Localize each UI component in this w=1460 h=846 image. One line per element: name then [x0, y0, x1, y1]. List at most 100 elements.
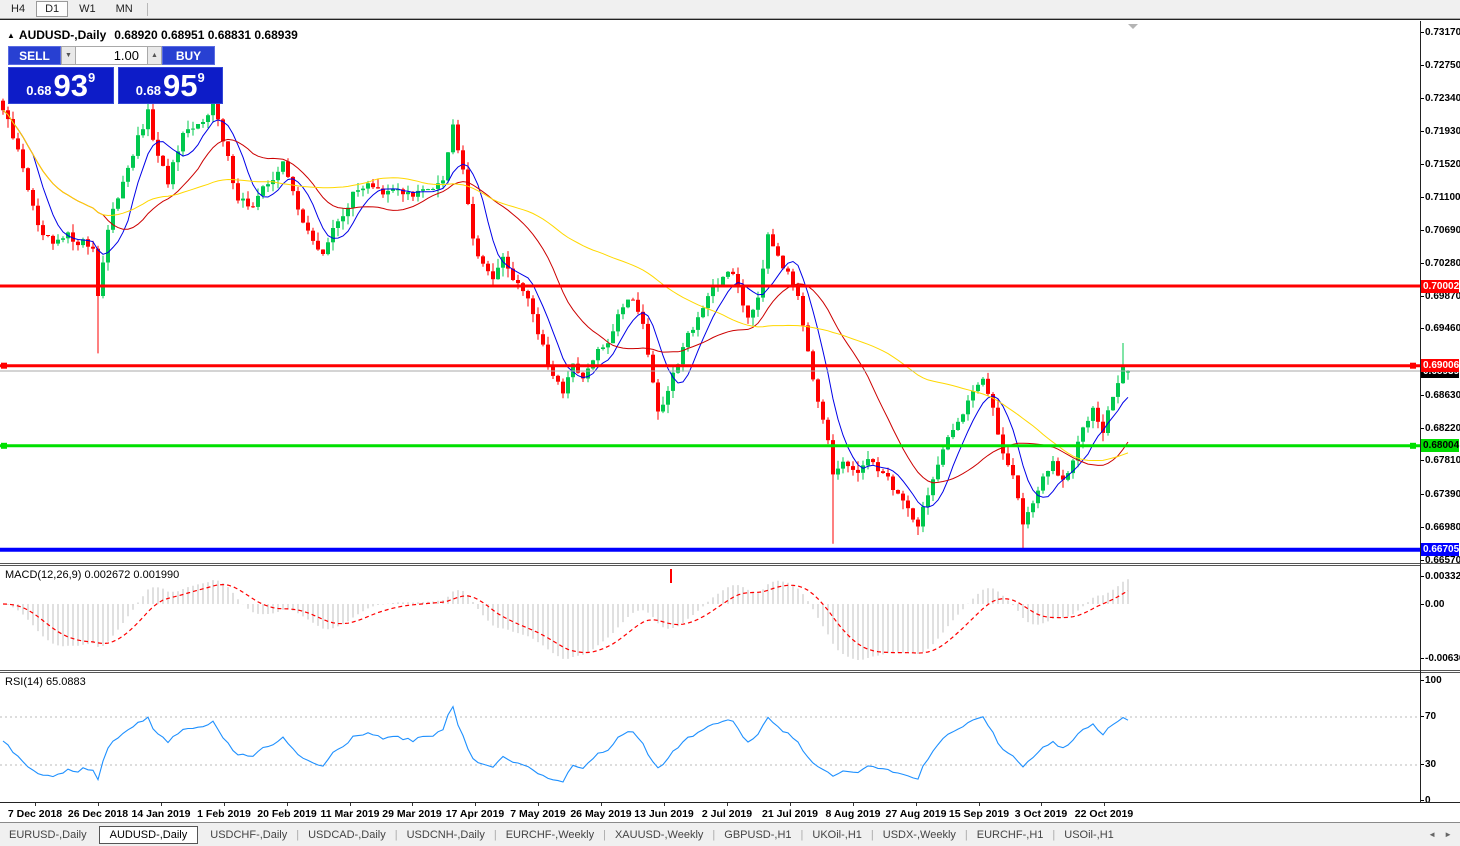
date-label: 14 Jan 2019: [131, 808, 191, 820]
date-label: 20 Feb 2019: [257, 808, 317, 820]
timeframe-button-w1[interactable]: W1: [79, 3, 96, 15]
chart-tab-usdcnh-daily[interactable]: USDCNH-,Daily: [406, 828, 485, 841]
price-tick-label: 0.69460: [1420, 323, 1460, 334]
pane-splitter[interactable]: [0, 563, 1460, 566]
macd-label: MACD(12,26,9) 0.002672 0.001990: [5, 569, 180, 581]
hline-handle[interactable]: [1410, 362, 1416, 369]
tab-scroll-right-icon[interactable]: ►: [1444, 830, 1452, 839]
tab-scroll-left-icon[interactable]: ◄: [1428, 830, 1437, 839]
chart-tab-audusd-daily[interactable]: AUDUSD-,Daily: [98, 825, 199, 844]
timeframe-toolbar: H4 D1 W1 MN: [0, 0, 1460, 19]
date-label: 11 Mar 2019: [320, 808, 380, 820]
sell-price-pip: 9: [88, 70, 96, 85]
chart-tab-eurchf-h1[interactable]: EURCHF-,H1: [976, 828, 1044, 841]
date-tick: [979, 803, 980, 806]
sell-price-big: 93: [53, 68, 89, 103]
price-tick-label: 0.71100: [1421, 192, 1460, 203]
collapse-triangle-icon[interactable]: ▲: [7, 31, 15, 40]
date-tick: [35, 803, 36, 806]
date-label: 3 Oct 2019: [1014, 808, 1068, 820]
timeframe-button-h4[interactable]: H4: [11, 3, 26, 15]
rsi-label: RSI(14) 65.0883: [5, 676, 86, 688]
chart-title: ▲ AUDUSD-,Daily 0.68920 0.68951 0.68831 0.…: [7, 28, 298, 42]
date-tick: [790, 803, 791, 806]
tab-separator: |: [1052, 828, 1056, 841]
sell-button[interactable]: SELL: [8, 46, 61, 65]
chart-tab-eurchf-weekly[interactable]: EURCHF-,Weekly: [505, 828, 595, 841]
chart-tab-eurusd-daily[interactable]: EURUSD-,Daily: [9, 828, 87, 841]
volume-increase-button[interactable]: ▲: [147, 46, 162, 65]
tab-separator: |: [964, 828, 968, 841]
date-tick: [350, 803, 351, 806]
axis-divider: [1420, 21, 1421, 803]
tab-separator: |: [870, 828, 874, 841]
macd-axis-label: -0.00636: [1420, 653, 1460, 665]
ma-mid-line[interactable]: [2, 109, 1129, 484]
tab-separator: |: [603, 828, 606, 841]
price-tick-label: 0.67390: [1420, 489, 1460, 500]
candlestick-series[interactable]: [1, 96, 1130, 550]
buy-price-pip: 9: [197, 70, 205, 85]
date-label: 26 Dec 2018: [67, 808, 129, 820]
date-tick: [1041, 803, 1042, 806]
hline-handle[interactable]: [1, 442, 7, 449]
chart-tab-gbpusd-h1[interactable]: GBPUSD-,H1: [724, 828, 792, 841]
volume-input[interactable]: [76, 46, 147, 65]
chart-tab-usdcad-daily[interactable]: USDCAD-,Daily: [308, 828, 386, 841]
buy-price-big: 95: [163, 68, 198, 103]
price-tick-label: 0.68220: [1420, 423, 1460, 434]
chart-background: [0, 21, 1420, 563]
price-chart-pane[interactable]: [0, 21, 1420, 563]
macd-histogram: [7, 579, 1129, 660]
price-tick-label: 0.66980: [1420, 522, 1460, 533]
chart-tabs: EURUSD-,Daily AUDUSD-,Daily USDCHF-,Daily |…: [0, 825, 1123, 844]
date-label: 1 Feb 2019: [197, 808, 251, 820]
sell-price-tile[interactable]: 0.68 93 9: [8, 67, 114, 104]
tab-separator: |: [394, 828, 398, 841]
timeframe-button-mn[interactable]: MN: [115, 3, 133, 15]
date-tick: [475, 803, 476, 806]
chart-symbol-label: AUDUSD-,Daily: [18, 28, 107, 42]
date-label: 29 Mar 2019: [382, 808, 442, 820]
price-level-label: 0.68004: [1421, 439, 1460, 452]
macd-axis[interactable]: 0.00332 0.00 -0.00636: [1420, 565, 1460, 670]
chart-window[interactable]: ▲ AUDUSD-,Daily 0.68920 0.68951 0.68831 0.…: [0, 19, 1460, 823]
date-label: 21 Jul 2019: [761, 808, 819, 820]
chart-tab-usoil-h1[interactable]: USOil-,H1: [1064, 828, 1114, 841]
date-tick: [412, 803, 413, 806]
hline-handle[interactable]: [1, 362, 7, 369]
chart-tab-xauusd-weekly[interactable]: XAUUSD-,Weekly: [614, 828, 704, 841]
date-label: 27 Aug 2019: [885, 808, 947, 820]
chart-tab-usdx-weekly[interactable]: USDX-,Weekly: [882, 828, 956, 841]
tab-separator: |: [712, 828, 716, 841]
volume-decrease-button[interactable]: ▼: [61, 46, 76, 65]
chart-tab-usdchf-daily[interactable]: USDCHF-,Daily: [210, 828, 288, 841]
chart-shift-marker-icon[interactable]: [1128, 24, 1138, 29]
date-label: 13 Jun 2019: [634, 808, 694, 820]
date-label: 7 Dec 2018: [7, 808, 63, 820]
hline-handle[interactable]: [1410, 442, 1416, 449]
macd-indicator-pane[interactable]: [0, 566, 1420, 670]
price-axis[interactable]: 0.73170 0.72750 0.72340 0.71930 0.71520 0.711…: [1420, 21, 1460, 566]
price-tick-label: 0.67810: [1420, 455, 1460, 466]
ma-fast-line[interactable]: [2, 109, 1129, 508]
price-tick-label: 0.66570: [1420, 555, 1460, 566]
buy-price-prefix: 0.68: [135, 83, 162, 98]
rsi-indicator-pane[interactable]: [0, 673, 1420, 802]
date-tick: [287, 803, 288, 806]
rsi-axis[interactable]: 100 70 30 0: [1420, 673, 1460, 806]
timeframe-button-d1[interactable]: D1: [36, 1, 69, 17]
date-tick: [853, 803, 854, 806]
rsi-axis-label: 0: [1421, 795, 1431, 806]
date-label: 8 Aug 2019: [825, 808, 881, 820]
pane-splitter[interactable]: [0, 670, 1460, 673]
chart-tab-ukoil-h1[interactable]: UKOil-,H1: [812, 828, 862, 841]
buy-button[interactable]: BUY: [162, 46, 215, 65]
sell-price-prefix: 0.68: [26, 83, 52, 98]
price-level-label: 0.66705: [1421, 543, 1460, 556]
ma-slow-line[interactable]: [2, 109, 1129, 461]
price-level-label: 0.70002: [1421, 280, 1460, 293]
time-axis[interactable]: 7 Dec 2018 26 Dec 2018 14 Jan 2019 1 Feb 20…: [0, 802, 1460, 823]
buy-price-tile[interactable]: 0.68 95 9: [117, 67, 223, 104]
